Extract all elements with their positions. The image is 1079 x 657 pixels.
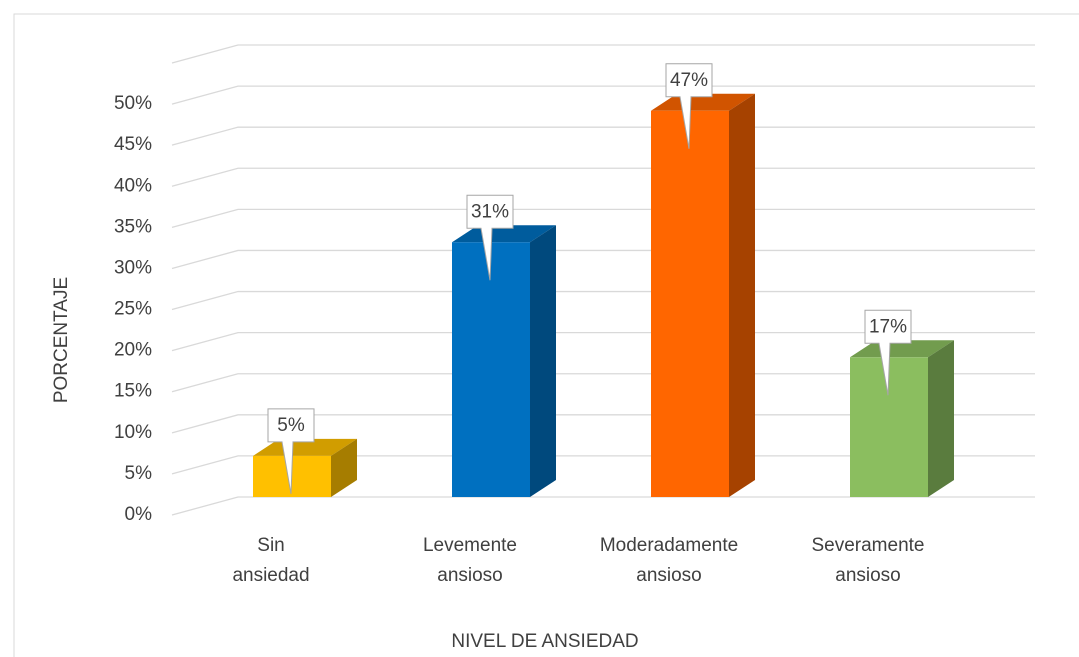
y-tick-label: 50% — [114, 93, 152, 114]
bar-side — [729, 93, 755, 497]
x-tick-label-line: Sin — [257, 535, 284, 556]
y-tick-label: 40% — [114, 175, 152, 196]
grid-line — [171, 290, 1035, 311]
bar-top — [850, 340, 954, 358]
bar-side — [331, 438, 357, 497]
y-tick-label: 15% — [114, 381, 152, 402]
grid-line — [171, 208, 1035, 228]
data-label: 5% — [277, 415, 305, 436]
x-tick-label: Levemente ansioso — [423, 535, 517, 586]
grid-line — [171, 496, 1035, 516]
x-tick-label: Severamente ansioso — [811, 535, 924, 586]
callout — [864, 309, 912, 396]
y-tick-label: 5% — [125, 463, 153, 484]
data-label: 47% — [670, 70, 708, 91]
y-tick-label: 30% — [114, 257, 152, 278]
callout — [665, 63, 713, 149]
grid-line — [171, 414, 1035, 434]
grid-line — [171, 167, 1035, 187]
grid-line — [171, 249, 1035, 270]
x-tick-label-line: ansioso — [437, 565, 503, 586]
x-tick-label-line: ansiedad — [232, 565, 309, 586]
x-tick-label-line: ansioso — [835, 565, 901, 586]
callout — [267, 408, 315, 494]
wall-edge — [171, 44, 1035, 64]
x-tick-label-line: Moderadamente — [600, 535, 738, 556]
y-tick-label: 10% — [114, 422, 152, 443]
data-label: 31% — [471, 201, 509, 222]
y-tick-label: 25% — [114, 299, 152, 320]
grid-line — [171, 126, 1035, 146]
y-tick-label: 35% — [114, 216, 152, 237]
data-label: 17% — [869, 316, 907, 337]
bar-top — [651, 93, 755, 111]
x-tick-label: Moderadamente ansioso — [600, 535, 738, 586]
y-tick-label: 20% — [114, 340, 152, 361]
callout — [466, 194, 514, 281]
grid-line — [171, 331, 1035, 352]
x-tick-label: Sin ansiedad — [232, 535, 309, 586]
bar-side — [530, 225, 556, 497]
bar — [651, 110, 729, 497]
x-tick-label-line: Levemente — [423, 535, 517, 556]
grid-line — [171, 373, 1035, 393]
x-tick-label-line: ansioso — [636, 565, 702, 586]
y-tick-label: 0% — [125, 504, 153, 525]
bar-top — [452, 225, 556, 243]
x-axis-title: NIVEL DE ANSIEDAD — [451, 631, 638, 652]
grid-line — [171, 85, 1035, 105]
bar-side — [928, 340, 954, 497]
x-tick-label-line: Severamente — [811, 535, 924, 556]
y-tick-label: 45% — [114, 134, 152, 155]
y-axis-title: PORCENTAJE — [51, 277, 72, 403]
grid-line — [171, 455, 1035, 475]
bar — [452, 242, 530, 497]
bar-top — [253, 438, 357, 456]
